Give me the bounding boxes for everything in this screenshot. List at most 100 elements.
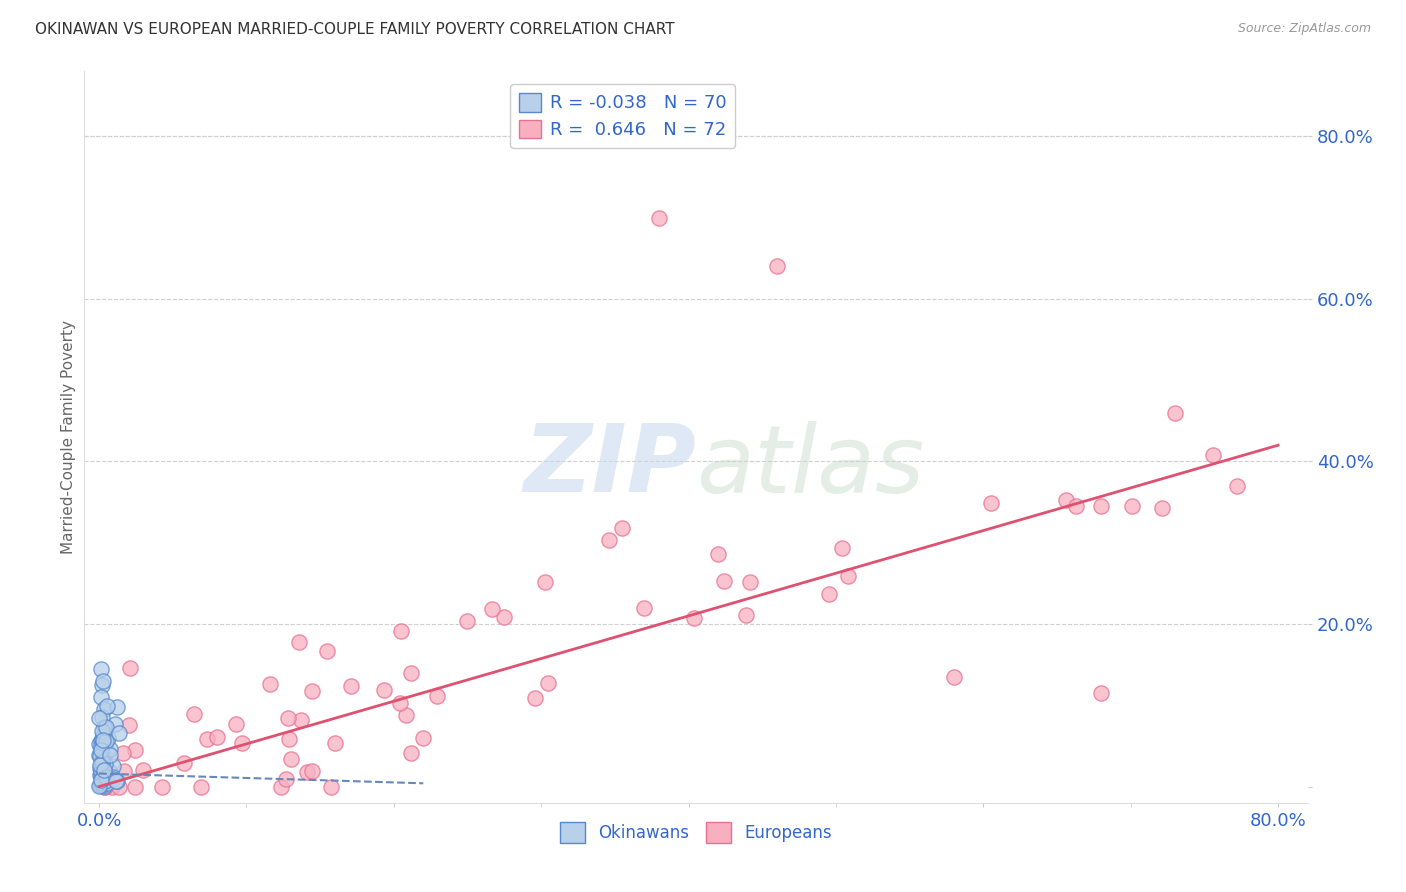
Point bbox=[96, 775, 118, 789]
Point bbox=[1150, 501, 1173, 516]
Point bbox=[97, 764, 120, 779]
Point bbox=[323, 736, 346, 750]
Point bbox=[93, 702, 115, 716]
Point bbox=[373, 683, 395, 698]
Point bbox=[132, 763, 155, 777]
Point bbox=[481, 602, 503, 616]
Point bbox=[90, 734, 112, 748]
Point bbox=[117, 718, 139, 732]
Point bbox=[195, 732, 218, 747]
Text: OKINAWAN VS EUROPEAN MARRIED-COUPLE FAMILY POVERTY CORRELATION CHART: OKINAWAN VS EUROPEAN MARRIED-COUPLE FAMI… bbox=[35, 22, 675, 37]
Point bbox=[231, 736, 253, 750]
Point bbox=[316, 643, 339, 657]
Point bbox=[124, 743, 146, 757]
Point bbox=[90, 763, 112, 777]
Point bbox=[93, 780, 115, 794]
Point bbox=[399, 746, 422, 760]
Point bbox=[96, 734, 118, 748]
Point bbox=[89, 762, 111, 776]
Point bbox=[89, 767, 111, 781]
Point bbox=[91, 756, 114, 770]
Point bbox=[259, 677, 281, 691]
Point bbox=[150, 780, 173, 794]
Point bbox=[98, 748, 121, 763]
Point bbox=[91, 762, 114, 776]
Point bbox=[734, 607, 756, 622]
Point bbox=[93, 733, 115, 747]
Point bbox=[90, 773, 112, 788]
Point bbox=[91, 724, 114, 739]
Point bbox=[1064, 499, 1087, 513]
Point bbox=[1226, 478, 1249, 492]
Point bbox=[683, 611, 706, 625]
Point bbox=[295, 765, 318, 780]
Point bbox=[524, 690, 547, 705]
Point bbox=[124, 780, 146, 794]
Point bbox=[90, 778, 112, 792]
Point bbox=[456, 614, 478, 628]
Point bbox=[270, 780, 292, 794]
Point bbox=[90, 731, 112, 746]
Point bbox=[93, 720, 115, 734]
Point bbox=[340, 679, 363, 693]
Point bbox=[91, 772, 114, 787]
Point bbox=[108, 726, 131, 740]
Point bbox=[225, 717, 247, 731]
Point bbox=[89, 777, 111, 791]
Point bbox=[93, 780, 115, 794]
Point bbox=[395, 707, 418, 722]
Point bbox=[598, 533, 620, 548]
Point bbox=[93, 734, 115, 748]
Point bbox=[537, 676, 560, 690]
Point bbox=[205, 730, 228, 744]
Point bbox=[96, 698, 118, 713]
Point bbox=[1090, 500, 1112, 514]
Point bbox=[96, 743, 118, 757]
Point bbox=[412, 731, 434, 746]
Point bbox=[120, 661, 142, 675]
Point bbox=[1164, 406, 1187, 420]
Y-axis label: Married-Couple Family Poverty: Married-Couple Family Poverty bbox=[60, 320, 76, 554]
Point bbox=[89, 711, 111, 725]
Point bbox=[401, 665, 423, 680]
Point bbox=[280, 751, 302, 765]
Point bbox=[1054, 492, 1077, 507]
Point bbox=[90, 743, 112, 757]
Point bbox=[94, 771, 117, 785]
Point bbox=[90, 764, 112, 778]
Point bbox=[90, 662, 112, 676]
Point bbox=[290, 713, 312, 727]
Point bbox=[494, 610, 516, 624]
Point bbox=[301, 764, 323, 779]
Point bbox=[91, 748, 114, 763]
Point bbox=[389, 696, 412, 710]
Legend: Okinawans, Europeans: Okinawans, Europeans bbox=[554, 815, 838, 849]
Text: Source: ZipAtlas.com: Source: ZipAtlas.com bbox=[1237, 22, 1371, 36]
Point bbox=[837, 568, 859, 582]
Point bbox=[90, 739, 112, 753]
Point bbox=[190, 780, 212, 794]
Point bbox=[103, 758, 125, 772]
Point bbox=[91, 767, 114, 781]
Point bbox=[89, 758, 111, 772]
Point bbox=[274, 772, 297, 786]
Point bbox=[91, 732, 114, 747]
Point bbox=[93, 674, 115, 689]
Point bbox=[94, 774, 117, 789]
Point bbox=[389, 624, 412, 638]
Point bbox=[633, 600, 655, 615]
Point bbox=[942, 670, 965, 684]
Point bbox=[89, 748, 111, 763]
Point bbox=[90, 753, 112, 767]
Point bbox=[105, 774, 128, 789]
Point bbox=[319, 780, 342, 794]
Point bbox=[534, 574, 557, 589]
Point bbox=[104, 717, 127, 731]
Point bbox=[91, 737, 114, 751]
Point bbox=[94, 774, 117, 789]
Point bbox=[91, 730, 114, 744]
Point bbox=[277, 732, 299, 747]
Point bbox=[831, 541, 853, 555]
Point bbox=[90, 778, 112, 792]
Point bbox=[91, 710, 114, 724]
